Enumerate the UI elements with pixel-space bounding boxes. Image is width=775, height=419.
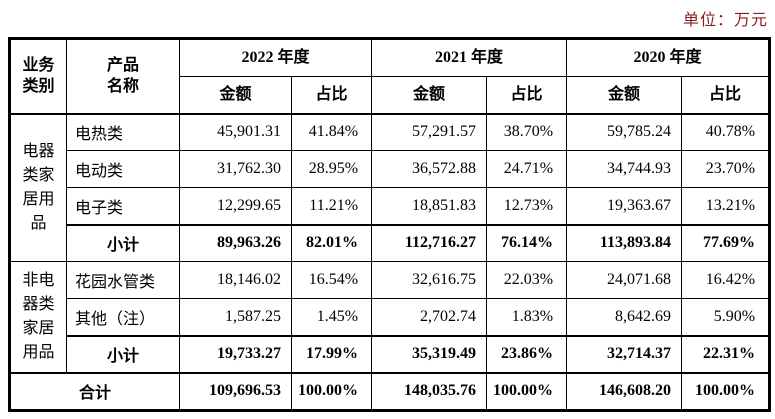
cell-ratio: 100.00% xyxy=(290,371,373,411)
table-row: 电子类 12,299.65 11.21% 18,851.83 12.73% 19… xyxy=(10,187,771,225)
cell-ratio: 38.70% xyxy=(486,113,568,151)
subtotal-row-electrical: 小计 89,963.26 82.01% 112,716.27 76.14% 11… xyxy=(10,223,771,262)
cell-amount: 148,035.76 xyxy=(371,371,488,411)
cell-amount: 59,785.24 xyxy=(566,113,683,151)
cell-amount: 19,733.27 xyxy=(179,334,292,373)
header-ratio-2022: 占比 xyxy=(290,76,373,115)
cell-ratio: 5.90% xyxy=(681,298,771,336)
cell-amount: 18,851.83 xyxy=(371,187,488,225)
cell-amount: 146,608.20 xyxy=(566,371,683,411)
cell-amount: 24,071.68 xyxy=(566,261,683,299)
cell-ratio: 16.54% xyxy=(290,261,373,299)
cell-amount: 113,893.84 xyxy=(566,223,683,262)
cell-ratio: 82.01% xyxy=(290,223,373,262)
header-product-name: 产品 名称 xyxy=(66,38,180,115)
cell-ratio: 28.95% xyxy=(290,150,373,188)
cell-amount: 89,963.26 xyxy=(179,223,292,262)
header-year-2022: 2022 年度 xyxy=(178,38,373,77)
cell-ratio: 77.69% xyxy=(681,223,771,262)
cell-amount: 45,901.31 xyxy=(179,113,292,151)
cell-amount: 32,714.37 xyxy=(566,334,683,373)
header-ratio-2020: 占比 xyxy=(681,76,771,115)
table-row: 电器 类家 居用 品 电热类 45,901.31 41.84% 57,291.5… xyxy=(9,113,771,262)
cell-ratio: 76.14% xyxy=(486,223,568,262)
table-row: 非电 器类 家居 用品 花园水管类 18,146.02 16.54% 32,61… xyxy=(9,261,771,373)
row-label: 花园水管类 xyxy=(66,261,180,299)
cell-amount: 109,696.53 xyxy=(179,371,292,411)
cell-amount: 32,616.75 xyxy=(371,261,488,299)
cell-amount: 12,299.65 xyxy=(179,187,292,225)
header-year-2020: 2020 年度 xyxy=(566,38,771,77)
row-label: 其他（注） xyxy=(66,298,180,336)
cell-ratio: 100.00% xyxy=(486,371,568,411)
cell-ratio: 22.03% xyxy=(486,261,568,299)
cell-ratio: 13.21% xyxy=(681,187,771,225)
header-amount-2021: 金额 xyxy=(371,76,488,115)
cell-amount: 8,642.69 xyxy=(566,298,683,336)
cell-amount: 57,291.57 xyxy=(371,113,488,151)
table-row: 电动类 31,762.30 28.95% 36,572.88 24.71% 34… xyxy=(10,150,771,188)
unit-label: 单位：万元 xyxy=(682,12,768,29)
cell-ratio: 22.31% xyxy=(681,334,771,373)
header-amount-2022: 金额 xyxy=(179,76,292,115)
cell-amount: 19,363.67 xyxy=(566,187,683,225)
revenue-by-category-table: 业务 类别 产品 名称 2022 年度 2021 年度 2020 年度 金额 占… xyxy=(8,37,772,412)
row-label: 电动类 xyxy=(66,150,180,188)
total-label: 合计 xyxy=(9,371,180,411)
row-label: 电热类 xyxy=(66,113,180,151)
header-year-2021: 2021 年度 xyxy=(371,38,568,77)
subtotal-label: 小计 xyxy=(66,223,180,262)
header-business-category: 业务 类别 xyxy=(9,38,67,115)
cell-ratio: 100.00% xyxy=(681,371,771,411)
cell-amount: 1,587.25 xyxy=(179,298,292,336)
table-row: 其他（注） 1,587.25 1.45% 2,702.74 1.83% 8,64… xyxy=(10,298,771,336)
group-label-electrical: 电器 类家 居用 品 xyxy=(9,113,67,262)
cell-ratio: 1.83% xyxy=(486,298,568,336)
cell-amount: 36,572.88 xyxy=(371,150,488,188)
cell-ratio: 12.73% xyxy=(486,187,568,225)
cell-ratio: 41.84% xyxy=(290,113,373,151)
subtotal-row-non-electrical: 小计 19,733.27 17.99% 35,319.49 23.86% 32,… xyxy=(10,334,771,373)
cell-ratio: 24.71% xyxy=(486,150,568,188)
cell-amount: 35,319.49 xyxy=(371,334,488,373)
row-label: 电子类 xyxy=(66,187,180,225)
header-amount-2020: 金额 xyxy=(566,76,683,115)
cell-ratio: 16.42% xyxy=(681,261,771,299)
cell-amount: 2,702.74 xyxy=(371,298,488,336)
cell-ratio: 40.78% xyxy=(681,113,771,151)
cell-amount: 34,744.93 xyxy=(566,150,683,188)
cell-ratio: 23.86% xyxy=(486,334,568,373)
subtotal-label: 小计 xyxy=(66,334,180,373)
cell-ratio: 17.99% xyxy=(290,334,373,373)
cell-ratio: 23.70% xyxy=(681,150,771,188)
cell-amount: 31,762.30 xyxy=(179,150,292,188)
cell-amount: 18,146.02 xyxy=(179,261,292,299)
header-ratio-2021: 占比 xyxy=(486,76,568,115)
group-label-non-electrical: 非电 器类 家居 用品 xyxy=(9,261,67,373)
cell-amount: 112,716.27 xyxy=(371,223,488,262)
total-row: 合计 109,696.53 100.00% 148,035.76 100.00%… xyxy=(9,371,771,411)
cell-ratio: 11.21% xyxy=(290,187,373,225)
cell-ratio: 1.45% xyxy=(290,298,373,336)
